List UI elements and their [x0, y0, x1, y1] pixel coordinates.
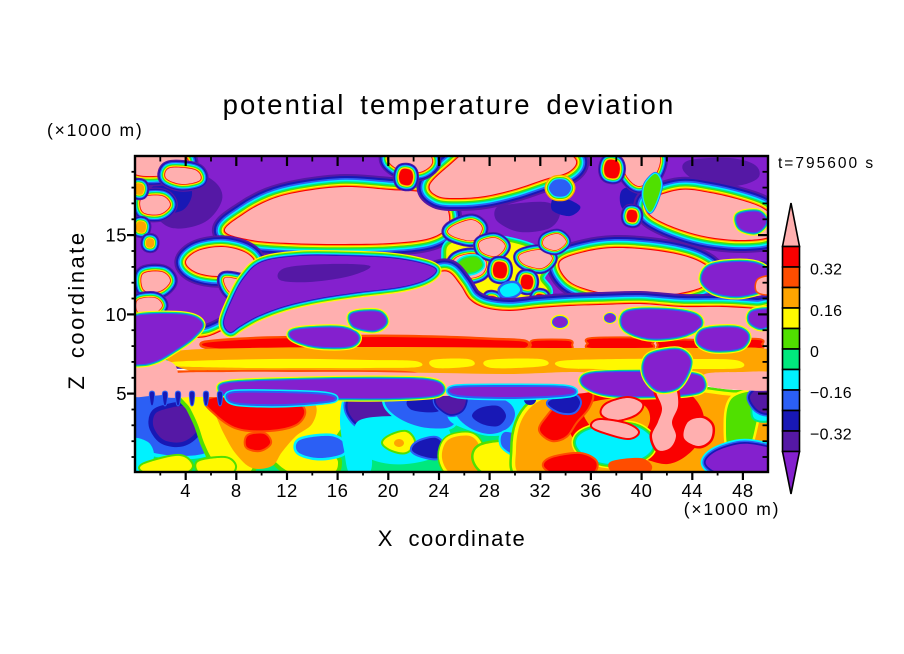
svg-text:48: 48	[732, 480, 754, 501]
svg-text:potential temperature deviatio: potential temperature deviation	[223, 89, 676, 120]
svg-text:44: 44	[682, 480, 704, 501]
svg-text:5: 5	[116, 383, 127, 404]
svg-text:8: 8	[231, 480, 242, 501]
svg-text:40: 40	[631, 480, 653, 501]
svg-text:(×1000 m): (×1000 m)	[47, 120, 143, 140]
svg-text:12: 12	[276, 480, 298, 501]
svg-text:36: 36	[580, 480, 602, 501]
svg-text:24: 24	[428, 480, 450, 501]
svg-text:t=795600 s: t=795600 s	[778, 155, 875, 172]
svg-text:4: 4	[180, 480, 191, 501]
svg-text:20: 20	[378, 480, 400, 501]
svg-text:15: 15	[105, 225, 127, 246]
svg-text:X coordinate: X coordinate	[378, 526, 527, 551]
svg-text:32: 32	[530, 480, 552, 501]
svg-text:Z coordinate: Z coordinate	[64, 230, 89, 389]
svg-text:−0.32: −0.32	[810, 427, 852, 444]
svg-text:(×1000 m): (×1000 m)	[684, 499, 780, 519]
svg-text:−0.16: −0.16	[810, 385, 852, 402]
svg-text:10: 10	[105, 304, 127, 325]
svg-text:0.32: 0.32	[810, 262, 842, 279]
svg-text:0.16: 0.16	[810, 303, 842, 320]
svg-text:16: 16	[327, 480, 349, 501]
svg-text:28: 28	[479, 480, 501, 501]
svg-text:0: 0	[810, 344, 819, 361]
